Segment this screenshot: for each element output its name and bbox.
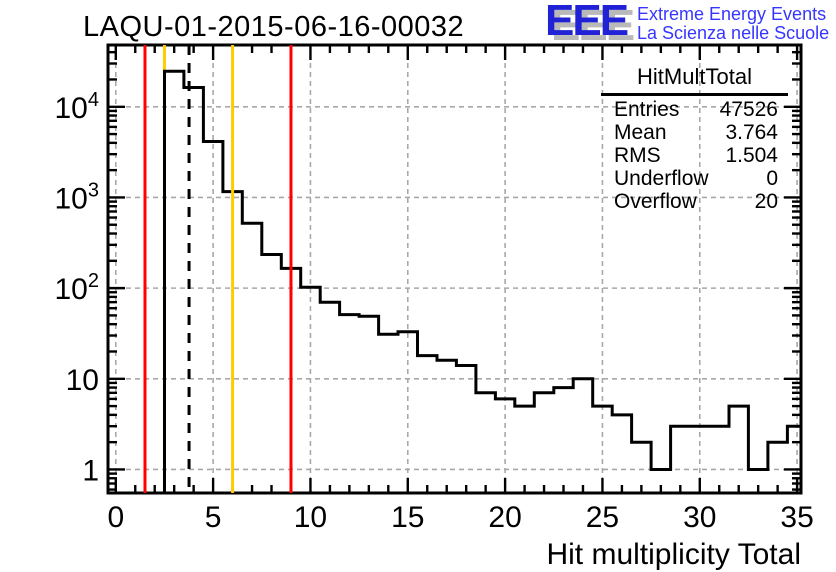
- x-axis-title: Hit multiplicity Total: [546, 538, 801, 571]
- x-tick-labels: 0 5 10 15 20 25 30 35: [107, 501, 813, 534]
- x-tick-label: 30: [683, 501, 716, 534]
- stats-row-rms: RMS 1.504: [601, 144, 788, 167]
- stats-value: 1.504: [725, 144, 778, 167]
- eee-logo: EEE EEE Extreme Energy Events La Scienza…: [545, 0, 829, 50]
- grid-lines: [108, 45, 801, 493]
- y-tick-label: 10: [66, 364, 99, 397]
- stats-row-overflow: Overflow 20: [601, 190, 788, 213]
- stats-label: Mean: [614, 121, 667, 144]
- logo-line-2: La Scienza nelle Scuole: [637, 23, 830, 43]
- stats-value: 3.764: [725, 121, 778, 144]
- stats-label: Entries: [614, 98, 680, 121]
- y-tick-label: 104: [55, 89, 100, 125]
- stats-label: Overflow: [614, 190, 697, 213]
- x-tick-label: 10: [294, 501, 327, 534]
- stats-row-mean: Mean 3.764: [601, 121, 788, 144]
- stats-value: 47526: [719, 98, 778, 121]
- x-tick-label: 20: [488, 501, 521, 534]
- eee-logo-letters: EEE: [545, 0, 629, 45]
- stats-row-underflow: Underflow 0: [601, 167, 788, 190]
- x-tick-label: 15: [391, 501, 424, 534]
- stats-box-rows: Entries 47526 Mean 3.764 RMS 1.504 Under…: [601, 98, 788, 213]
- stats-label: Underflow: [614, 167, 709, 190]
- y-tick-label: 1: [82, 454, 99, 487]
- x-tick-label: 35: [780, 501, 813, 534]
- histogram-path: [115, 69, 801, 495]
- y-tick-labels: 1 10 102 103 104: [55, 89, 100, 488]
- stats-row-entries: Entries 47526: [601, 98, 788, 121]
- logo-line-1: Extreme Energy Events: [637, 4, 827, 24]
- plot-title: LAQU-01-2015-06-16-00032: [83, 11, 465, 43]
- y-tick-label: 103: [55, 179, 100, 215]
- stats-label: RMS: [614, 144, 661, 167]
- plot-frame: [106, 43, 803, 495]
- x-tick-label: 25: [586, 501, 619, 534]
- x-tick-label: 5: [205, 501, 222, 534]
- stats-value: 20: [754, 190, 778, 213]
- eee-logo-caption: Extreme Energy Events La Scienza nelle S…: [637, 2, 829, 43]
- eee-logo-shadow: EEE: [551, 1, 635, 50]
- stats-value: 0: [766, 167, 778, 190]
- stats-box: HitMultTotal Entries 47526 Mean 3.764 RM…: [601, 64, 788, 213]
- stats-box-title: HitMultTotal: [601, 64, 788, 96]
- eee-logo-mark: EEE EEE: [545, 0, 635, 50]
- y-tick-label: 102: [55, 270, 100, 306]
- x-tick-label: 0: [107, 501, 124, 534]
